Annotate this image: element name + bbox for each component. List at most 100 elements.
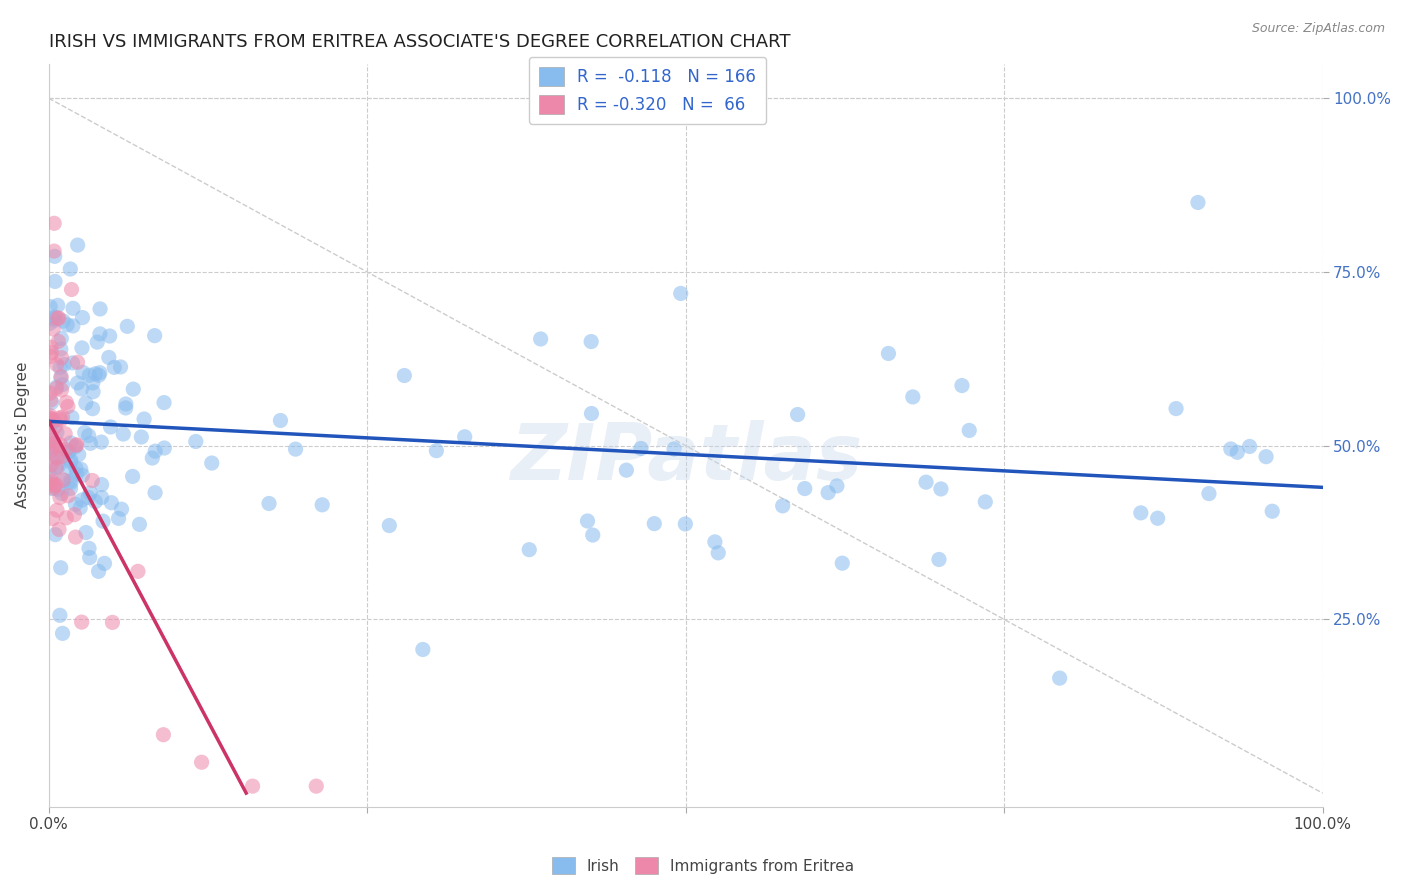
Point [143, 444, 166, 458]
Point [77, 491, 100, 505]
Point [793, 482, 815, 496]
Point [41, 416, 63, 430]
Point [63, 508, 86, 522]
Point [42, 481, 65, 495]
Point [101, 615, 124, 630]
Point [66, 438, 89, 452]
Point [1219, 442, 1241, 456]
Point [49, 360, 72, 375]
Point [82, 474, 104, 488]
Point [39, 413, 62, 427]
Point [100, 496, 122, 510]
Point [48, 411, 70, 425]
Point [39, 444, 62, 458]
Point [51, 409, 73, 424]
Point [44, 310, 66, 325]
Point [41, 442, 63, 457]
Point [44, 440, 66, 454]
Point [77, 541, 100, 556]
Point [58, 444, 80, 458]
Point [82, 384, 104, 399]
Point [48, 334, 70, 349]
Point [1198, 486, 1220, 500]
Point [84, 367, 107, 381]
Point [153, 441, 176, 455]
Point [55, 395, 77, 409]
Point [39, 427, 62, 442]
Point [41, 345, 63, 359]
Point [49, 438, 72, 452]
Point [70, 615, 93, 629]
Point [44, 275, 66, 289]
Point [122, 382, 145, 396]
Point [311, 498, 333, 512]
Point [44, 313, 66, 327]
Point [56, 489, 79, 503]
Point [703, 535, 725, 549]
Point [66, 238, 89, 252]
Point [45, 450, 67, 464]
Point [579, 334, 602, 349]
Point [39, 411, 62, 425]
Point [39, 316, 62, 330]
Point [44, 244, 66, 259]
Point [45, 380, 67, 394]
Point [284, 442, 307, 456]
Point [957, 424, 980, 438]
Point [55, 511, 77, 525]
Point [643, 516, 665, 531]
Point [41, 482, 63, 496]
Point [45, 450, 67, 465]
Point [79, 436, 101, 450]
Point [66, 376, 89, 390]
Point [65, 438, 87, 452]
Point [153, 395, 176, 409]
Point [73, 425, 96, 440]
Point [131, 430, 153, 444]
Point [58, 460, 80, 475]
Point [90, 477, 112, 491]
Point [44, 436, 66, 450]
Point [48, 523, 70, 537]
Point [51, 450, 73, 464]
Point [772, 499, 794, 513]
Point [1187, 195, 1209, 210]
Point [51, 383, 73, 397]
Legend: R =  -0.118   N = 166, R = -0.320   N =  66: R = -0.118 N = 166, R = -0.320 N = 66 [529, 57, 766, 124]
Point [42, 438, 65, 452]
Point [112, 427, 135, 442]
Point [90, 491, 112, 505]
Point [201, 456, 224, 470]
Point [62, 301, 84, 316]
Point [52, 473, 75, 487]
Point [53, 358, 76, 372]
Point [75, 396, 97, 410]
Point [114, 397, 136, 411]
Point [60, 475, 83, 490]
Point [59, 262, 82, 277]
Point [44, 527, 66, 541]
Point [121, 469, 143, 483]
Point [89, 301, 111, 316]
Point [143, 485, 166, 500]
Point [49, 413, 72, 427]
Point [44, 420, 66, 434]
Point [141, 450, 163, 465]
Point [93, 557, 115, 571]
Point [49, 608, 72, 623]
Point [1146, 511, 1168, 525]
Point [79, 486, 101, 500]
Point [242, 779, 264, 793]
Point [877, 346, 900, 360]
Point [44, 249, 66, 263]
Point [62, 356, 84, 370]
Point [1129, 506, 1152, 520]
Point [1049, 671, 1071, 685]
Point [928, 552, 950, 566]
Point [184, 434, 207, 449]
Point [517, 542, 540, 557]
Point [39, 350, 62, 364]
Point [87, 565, 110, 579]
Point [89, 326, 111, 341]
Point [97, 351, 120, 365]
